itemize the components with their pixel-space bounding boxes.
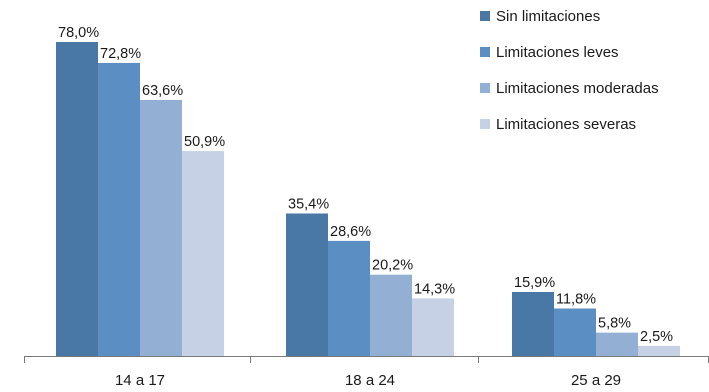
- legend: Sin limitaciones Limitaciones leves Limita…: [480, 8, 659, 133]
- bar-3-1: [140, 99, 182, 356]
- x-axis: 14 a 17 18 a 24 25 a 29: [24, 356, 709, 389]
- data-label-4-3: 2,5%: [640, 329, 673, 345]
- bar-3-3: [596, 332, 638, 356]
- data-label-3-1: 63,6%: [142, 83, 183, 99]
- legend-swatch-1: [480, 11, 490, 21]
- data-label-1-3: 15,9%: [514, 275, 555, 291]
- data-label-3-2: 20,2%: [372, 258, 413, 274]
- data-label-4-1: 50,9%: [184, 134, 225, 150]
- bar-4-1: [182, 151, 224, 356]
- legend-label-1: Sin limitaciones: [496, 8, 600, 25]
- legend-swatch-3: [480, 83, 490, 93]
- legend-label-3: Limitaciones moderadas: [496, 80, 659, 97]
- data-label-2-1: 72,8%: [100, 46, 141, 62]
- legend-label-2: Limitaciones leves: [496, 44, 619, 61]
- data-label-2-3: 11,8%: [556, 291, 596, 307]
- data-label-4-2: 14,3%: [414, 281, 455, 297]
- bar-3-2: [370, 274, 412, 356]
- legend-label-4: Limitaciones severas: [496, 116, 636, 133]
- bar-1-3: [512, 291, 554, 356]
- category-label-3: 25 a 29: [571, 372, 621, 389]
- data-label-3-3: 5,8%: [598, 316, 631, 332]
- bar-2-3: [554, 308, 596, 356]
- bar-2-1: [98, 62, 140, 356]
- bar-1-2: [286, 213, 328, 356]
- data-label-1-1: 78,0%: [58, 25, 99, 41]
- bar-1-1: [56, 42, 98, 356]
- bar-2-2: [328, 240, 370, 356]
- category-label-2: 18 a 24: [345, 372, 395, 389]
- data-labels: 78,0% 35,4% 15,9% 72,8% 28,6% 11,8% 63,6% 20,2%…: [58, 25, 673, 345]
- bars: [56, 42, 680, 356]
- data-label-1-2: 35,4%: [288, 196, 329, 212]
- legend-swatch-4: [480, 119, 490, 129]
- category-label-1: 14 a 17: [115, 372, 165, 389]
- bar-4-3: [638, 345, 680, 356]
- bar-4-2: [412, 298, 454, 356]
- data-label-2-2: 28,6%: [330, 224, 371, 240]
- legend-swatch-2: [480, 47, 490, 57]
